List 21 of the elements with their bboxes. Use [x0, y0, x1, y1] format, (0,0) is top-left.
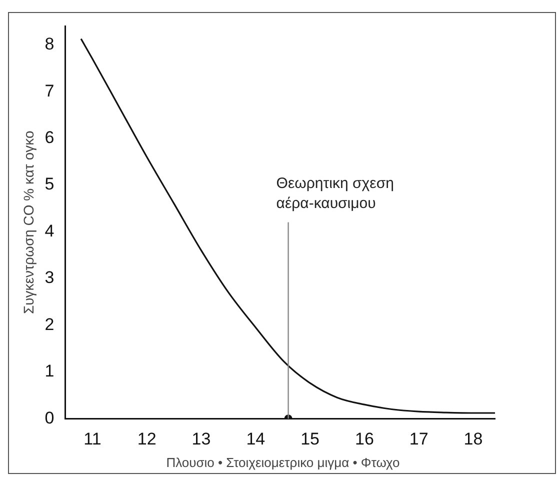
x-tick-label: 18 — [464, 429, 483, 448]
x-tick-label: 11 — [84, 429, 102, 448]
line-series — [80, 38, 495, 414]
x-tick-label: 16 — [354, 429, 374, 448]
y-tick-label: 4 — [44, 221, 54, 240]
x-axis-title: Πλουσιο • Στοιχειομετρικο μιγμα • Φτωχο — [165, 455, 401, 470]
x-tick-label: 13 — [192, 429, 211, 448]
y-tick-label: 3 — [44, 268, 54, 288]
ref-line-label: Θεωρητικη σχεση αέρα-καυσιμου — [276, 174, 394, 212]
x-tick-label: 14 — [246, 429, 266, 448]
y-tick-label: 8 — [44, 34, 54, 54]
y-tick-label: 7 — [44, 81, 54, 100]
x-tick-label: 12 — [137, 429, 156, 448]
y-tick-label: 1 — [44, 362, 54, 381]
y-tick-label: 2 — [44, 314, 54, 334]
x-tick-label: 15 — [300, 429, 320, 448]
y-tick-label: 5 — [44, 174, 54, 194]
x-tick-label: 17 — [409, 429, 428, 448]
y-tick-label: 6 — [44, 128, 54, 147]
y-tick-label: 0 — [44, 408, 54, 428]
y-axis-title: Συγκεντρωση CO % κατ ογκο — [20, 130, 36, 314]
